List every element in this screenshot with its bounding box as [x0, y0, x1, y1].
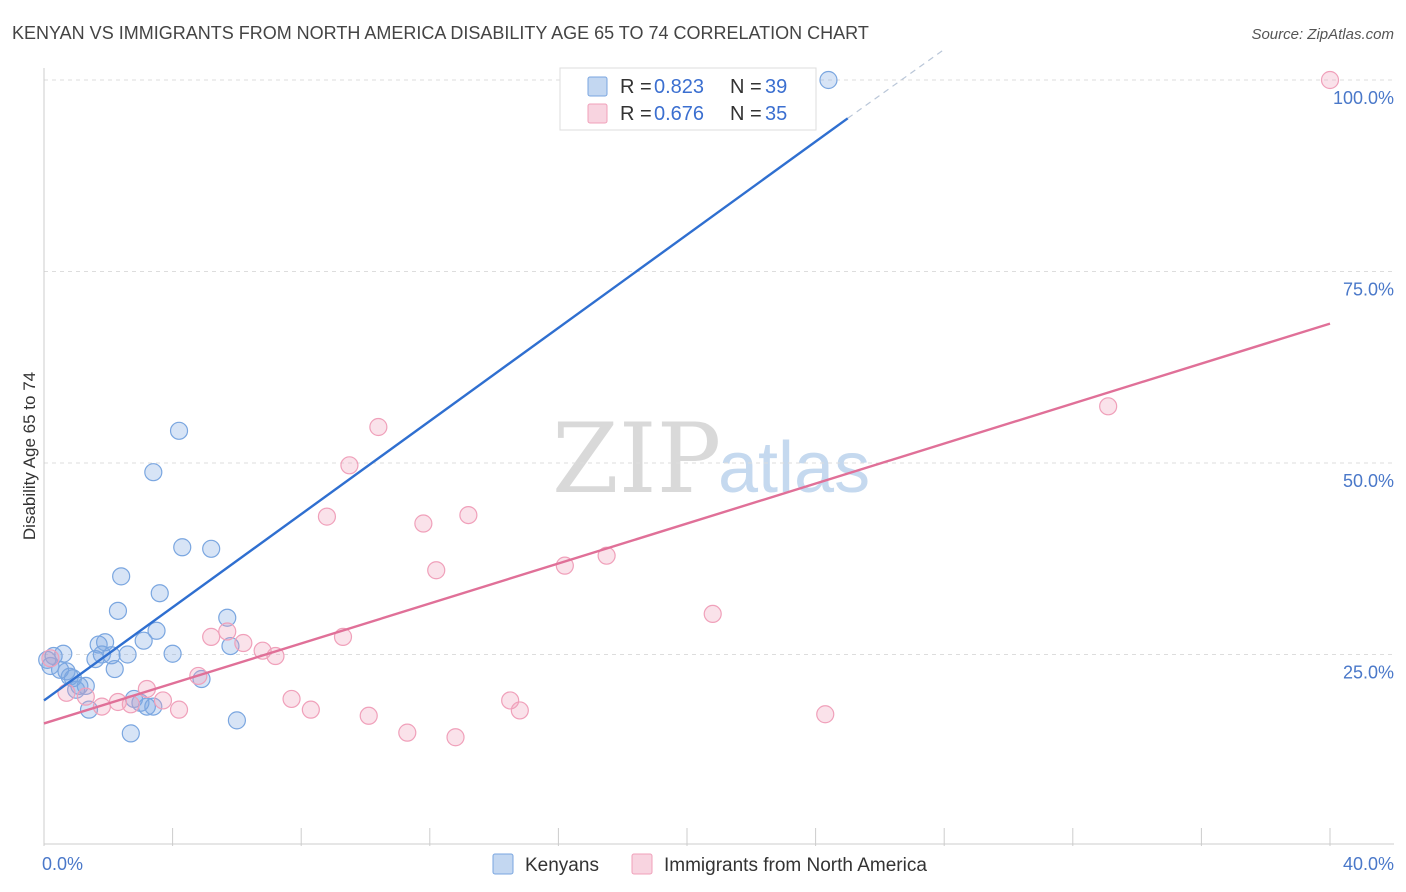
watermark-atlas: atlas [718, 428, 870, 508]
correlation-legend: R = 0.823 N = 39 R = 0.676 N = 35 [559, 67, 817, 131]
data-point [218, 608, 237, 627]
data-point [510, 701, 529, 720]
series-legend: Kenyans Immigrants from North America [492, 853, 927, 876]
data-point [340, 456, 359, 475]
x-tick-label-max: 40.0% [1343, 854, 1394, 874]
data-point [369, 417, 388, 437]
data-point [816, 705, 835, 724]
y-axis-label: Disability Age 65 to 74 [20, 372, 39, 540]
data-point [359, 706, 378, 725]
data-point [234, 633, 253, 653]
data-point [169, 421, 189, 440]
y-tick-label-50: 50.0% [1343, 471, 1394, 491]
legend-n-value-kenyans: 39 [765, 76, 787, 98]
data-point [41, 649, 60, 668]
data-point [202, 627, 221, 646]
data-point [76, 676, 95, 696]
data-point [150, 584, 169, 603]
data-point [57, 683, 76, 702]
source-label: Source: ZipAtlas.com [1251, 26, 1394, 43]
y-tick-label-25: 25.0% [1343, 663, 1394, 683]
data-point [41, 656, 60, 676]
legend-r-value-kenyans: 0.823 [654, 76, 704, 98]
chart-title: KENYAN VS IMMIGRANTS FROM NORTH AMERICA … [12, 23, 869, 43]
data-point [819, 70, 838, 90]
trend-lines [43, 48, 1331, 725]
data-point [459, 505, 478, 525]
data-point [1099, 397, 1118, 416]
trend-line-immigrants [43, 322, 1331, 725]
data-point [227, 711, 246, 730]
data-point [118, 645, 137, 664]
data-point [153, 691, 173, 710]
data-point [398, 723, 417, 742]
y-tick-label-100: 100.0% [1333, 88, 1394, 108]
y-tick-label-75: 75.0% [1343, 280, 1394, 300]
data-point [121, 724, 140, 743]
bottom-legend-label-kenyans: Kenyans [525, 855, 599, 876]
data-point [144, 463, 163, 482]
bottom-legend-label-immigrants: Immigrants from North America [664, 855, 927, 876]
y-tick-labels: 25.0% 50.0% 75.0% 100.0% [1333, 88, 1394, 683]
data-point [112, 567, 131, 586]
legend-swatch-kenyans [587, 76, 608, 97]
data-point [173, 538, 192, 557]
x-tick-marks [43, 828, 1331, 846]
legend-r-label-kenyans: R = [620, 76, 652, 98]
data-point [102, 646, 121, 665]
watermark-zip: ZIP [552, 403, 721, 515]
data-point [414, 514, 433, 533]
watermark: ZIP atlas [552, 403, 870, 515]
data-point [501, 691, 520, 710]
data-point [134, 631, 153, 650]
data-point [218, 622, 237, 641]
legend-n-value-immigrants: 35 [765, 103, 787, 125]
bottom-legend-swatch-kenyans [492, 853, 514, 875]
data-point [105, 659, 124, 679]
legend-swatch-immigrants [587, 103, 608, 124]
legend-r-label-immigrants: R = [620, 103, 652, 125]
data-point [1320, 70, 1340, 90]
data-point [108, 601, 128, 620]
data-point [282, 689, 301, 709]
data-point [427, 561, 446, 580]
trend-line-extension [847, 48, 945, 119]
bottom-legend-swatch-immigrants [631, 853, 653, 875]
data-point [144, 697, 163, 716]
data-point [76, 687, 95, 706]
data-point [147, 621, 166, 640]
legend-n-label-kenyans: N = [730, 76, 762, 98]
legend-n-label-immigrants: N = [730, 103, 762, 125]
data-point [446, 728, 465, 747]
data-point [597, 546, 616, 565]
data-point [57, 662, 76, 681]
data-point [703, 604, 722, 624]
legend-r-value-immigrants: 0.676 [654, 103, 704, 125]
data-point [163, 644, 182, 663]
data-point [202, 539, 221, 558]
data-point [301, 700, 320, 719]
trend-line-kenyans [43, 117, 849, 702]
data-point [169, 700, 189, 719]
x-tick-label-min: 0.0% [42, 854, 83, 874]
legend-box [559, 67, 817, 131]
data-point [317, 507, 337, 526]
data-point [137, 697, 156, 716]
